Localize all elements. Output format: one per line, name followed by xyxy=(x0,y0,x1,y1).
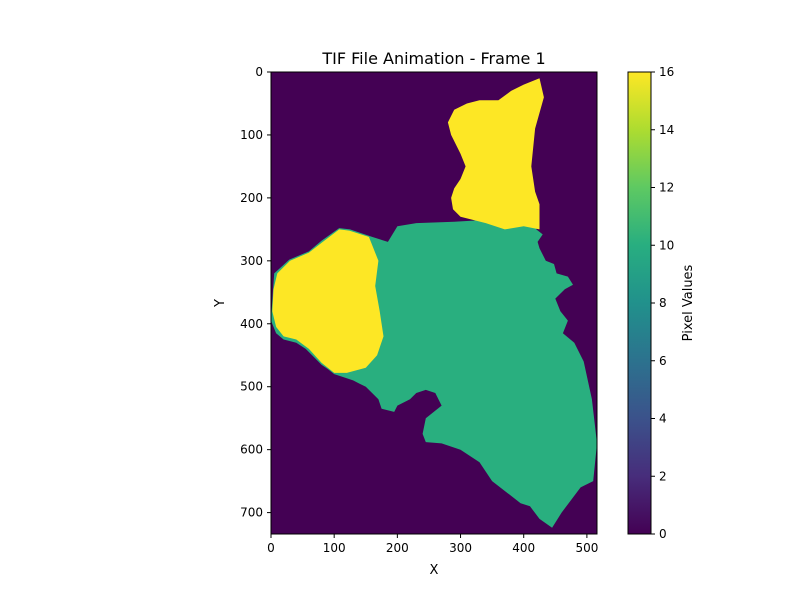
colorbar-tick-label: 16 xyxy=(659,65,674,79)
plot-area xyxy=(270,71,598,535)
y-tick-label: 0 xyxy=(255,65,263,79)
y-tick-label: 500 xyxy=(240,380,263,394)
colorbar: 0 2 4 6 8 10 12 14 16 Pixel Values xyxy=(627,65,696,541)
x-tick-label: 0 xyxy=(267,541,275,555)
x-axis-label: X xyxy=(430,563,439,578)
y-tick-label: 700 xyxy=(240,506,263,520)
x-tick-label: 100 xyxy=(323,541,346,555)
colorbar-tick-label: 4 xyxy=(659,412,667,426)
y-tick-label: 100 xyxy=(240,128,263,142)
y-axis-ticks: 0 100 200 300 400 500 600 700 xyxy=(240,65,271,520)
heatmap-region-value-16 xyxy=(447,78,544,230)
colorbar-tick-label: 14 xyxy=(659,123,674,137)
colorbar-tick-label: 2 xyxy=(659,469,667,483)
x-tick-label: 300 xyxy=(449,541,472,555)
colorbar-tick-label: 0 xyxy=(659,527,667,541)
colorbar-tick-label: 8 xyxy=(659,296,667,310)
colorbar-label: Pixel Values xyxy=(681,264,696,341)
x-tick-label: 500 xyxy=(575,541,598,555)
chart-title: TIF File Animation - Frame 1 xyxy=(321,49,545,68)
x-axis-ticks: 0 100 200 300 400 500 xyxy=(267,534,598,555)
colorbar-ticks: 0 2 4 6 8 10 12 14 16 xyxy=(651,65,674,541)
x-tick-label: 400 xyxy=(512,541,535,555)
y-tick-label: 200 xyxy=(240,191,263,205)
plot-frame xyxy=(270,71,598,535)
x-tick-label: 200 xyxy=(386,541,409,555)
colorbar-tick-label: 6 xyxy=(659,354,667,368)
y-tick-label: 300 xyxy=(240,254,263,268)
y-tick-label: 600 xyxy=(240,443,263,457)
colorbar-tick-label: 12 xyxy=(659,181,674,195)
y-tick-label: 400 xyxy=(240,317,263,331)
y-axis-label: Y xyxy=(213,299,228,308)
colorbar-tick-label: 10 xyxy=(659,238,674,252)
heatmap-regions xyxy=(271,78,597,528)
colorbar-gradient xyxy=(627,71,652,535)
heatmap-region-value-16 xyxy=(272,229,384,373)
